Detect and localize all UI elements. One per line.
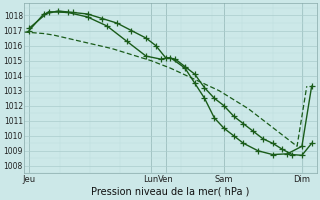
X-axis label: Pression niveau de la mer( hPa ): Pression niveau de la mer( hPa ) [91,187,250,197]
